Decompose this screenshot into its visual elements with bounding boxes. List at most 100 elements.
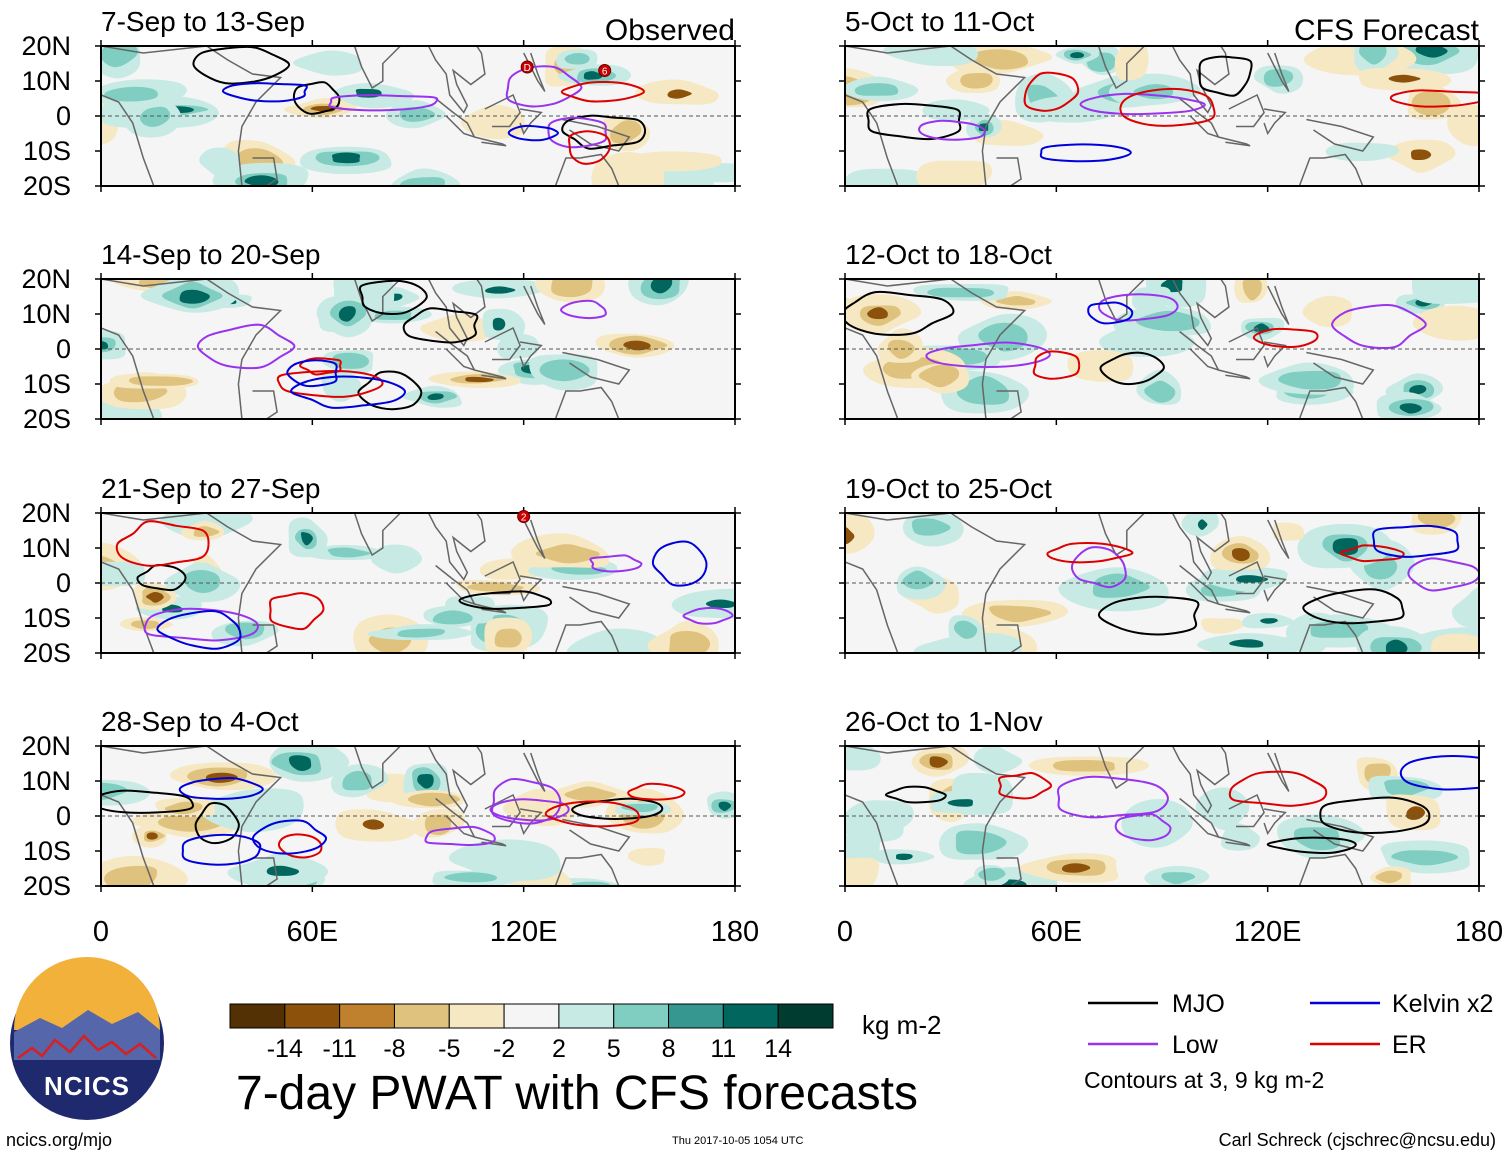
contour-kelvin bbox=[1372, 524, 1460, 558]
colorbar-swatch bbox=[777, 1003, 834, 1029]
coastline bbox=[1171, 279, 1230, 347]
coastline bbox=[1298, 853, 1364, 886]
panel-forecast-4: 26-Oct to 1-Nov bbox=[839, 706, 1485, 892]
contour-er bbox=[115, 520, 210, 567]
pwat-anomaly-blob bbox=[626, 151, 722, 172]
pwat-anomaly-blob bbox=[610, 120, 642, 144]
pwat-anomaly-blob bbox=[1409, 384, 1427, 395]
contour-er bbox=[269, 592, 325, 631]
pwat-anomaly-blob bbox=[953, 620, 978, 639]
storm-marker-label: 6 bbox=[602, 67, 608, 78]
legend-label-er: ER bbox=[1392, 1031, 1427, 1059]
contour-mjo bbox=[194, 802, 240, 845]
pwat-anomaly-blob bbox=[947, 799, 973, 807]
contour-er bbox=[1228, 770, 1328, 807]
contour-kelvin bbox=[286, 359, 338, 388]
y-tick-label: 20N bbox=[21, 498, 71, 528]
legend-label-mjo: MJO bbox=[1172, 990, 1225, 1018]
y-tick-label: 10N bbox=[21, 766, 71, 796]
coastline bbox=[845, 46, 1027, 186]
logo-line bbox=[17, 1034, 157, 1060]
pwat-anomaly-blob bbox=[1121, 798, 1193, 848]
coastline bbox=[252, 624, 278, 653]
column-header: Observed bbox=[605, 14, 735, 47]
contour-low bbox=[1114, 813, 1172, 842]
contour-kelvin bbox=[1039, 143, 1132, 163]
y-tick-label: 0 bbox=[56, 101, 71, 131]
pwat-anomaly-blob bbox=[621, 803, 658, 813]
colorbar-units: kg m-2 bbox=[862, 1010, 942, 1040]
contour-er bbox=[1119, 87, 1216, 127]
pwat-anomaly-blob bbox=[399, 107, 436, 122]
contour-mjo bbox=[402, 307, 479, 344]
coastline bbox=[845, 746, 1027, 886]
coastline bbox=[352, 46, 402, 90]
contour-kelvin bbox=[178, 777, 264, 800]
y-tick-label: 20S bbox=[23, 638, 71, 668]
coastline bbox=[845, 279, 1027, 419]
coastline bbox=[427, 746, 486, 814]
y-tick-label: 10S bbox=[23, 603, 71, 633]
pwat-anomaly-blob bbox=[427, 393, 444, 401]
pwat-anomaly-blob bbox=[362, 819, 385, 830]
contour-mjo bbox=[884, 785, 947, 804]
contour-low bbox=[560, 299, 607, 320]
coastline bbox=[1263, 575, 1287, 603]
panel-period-label: 5-Oct to 11-Oct bbox=[845, 6, 1035, 37]
panel-period-label: 7-Sep to 13-Sep bbox=[101, 6, 305, 37]
contour-er bbox=[560, 81, 645, 103]
coastline bbox=[1096, 279, 1146, 323]
contour-er bbox=[997, 771, 1053, 800]
contour-mjo bbox=[192, 46, 291, 85]
pwat-anomaly-blob bbox=[1412, 305, 1479, 341]
panel-field bbox=[845, 513, 1479, 653]
pwat-anomaly-blob bbox=[1384, 779, 1430, 797]
pwat-anomaly-blob bbox=[1447, 104, 1479, 147]
column-header: CFS Forecast bbox=[1294, 14, 1480, 47]
pwat-anomaly-blob bbox=[420, 313, 489, 342]
coastline bbox=[1267, 285, 1290, 325]
x-tick-label: 120E bbox=[1234, 916, 1302, 948]
pwat-anomaly-blob bbox=[1022, 95, 1121, 123]
contour-low bbox=[196, 323, 296, 370]
contour-mjo bbox=[1099, 351, 1165, 386]
coastline bbox=[252, 157, 278, 186]
coastline bbox=[1263, 108, 1287, 136]
panel-field bbox=[845, 46, 1479, 186]
x-tick-label: 60E bbox=[1031, 916, 1083, 948]
coastline bbox=[474, 836, 507, 847]
pwat-anomaly-blob bbox=[535, 544, 600, 564]
pwat-anomaly-blob bbox=[1273, 522, 1305, 541]
pwat-anomaly-blob bbox=[1385, 639, 1408, 653]
pwat-anomaly-blob bbox=[1136, 310, 1200, 332]
pwat-anomaly-blob bbox=[1410, 149, 1432, 161]
pwat-anomaly-blob bbox=[397, 628, 445, 638]
pwat-anomaly-blob bbox=[1399, 403, 1422, 414]
pwat-anomaly-blob bbox=[1195, 787, 1250, 831]
pwat-anomaly-blob bbox=[854, 83, 899, 96]
pwat-anomaly-blob bbox=[338, 306, 356, 322]
coastline bbox=[1298, 153, 1364, 186]
panel-forecast-2: 12-Oct to 18-Oct bbox=[839, 239, 1485, 425]
pwat-anomaly-blob bbox=[327, 547, 371, 558]
contour-kelvin bbox=[221, 82, 308, 103]
coastline bbox=[484, 326, 521, 361]
contour-kelvin bbox=[1087, 301, 1134, 325]
coastline bbox=[1228, 93, 1265, 128]
panel-period-label: 14-Sep to 20-Sep bbox=[101, 239, 321, 270]
pwat-anomaly-blob bbox=[955, 830, 1007, 855]
x-tick-label: 60E bbox=[287, 916, 339, 948]
coastline bbox=[1306, 351, 1375, 385]
pwat-anomaly-blob bbox=[718, 801, 732, 811]
contour-note: Contours at 3, 9 kg m-2 bbox=[1084, 1067, 1325, 1093]
coastline bbox=[1096, 746, 1146, 790]
pwat-anomaly-blob bbox=[1229, 639, 1264, 648]
panel-period-label: 12-Oct to 18-Oct bbox=[845, 239, 1052, 270]
contour-mjo bbox=[866, 102, 962, 141]
pwat-anomaly-blob bbox=[1236, 575, 1269, 583]
pwat-anomaly-blob bbox=[101, 341, 109, 350]
coastline bbox=[474, 603, 507, 614]
pwat-anomaly-blob bbox=[1161, 872, 1196, 885]
pwat-anomaly-blob bbox=[860, 800, 914, 835]
